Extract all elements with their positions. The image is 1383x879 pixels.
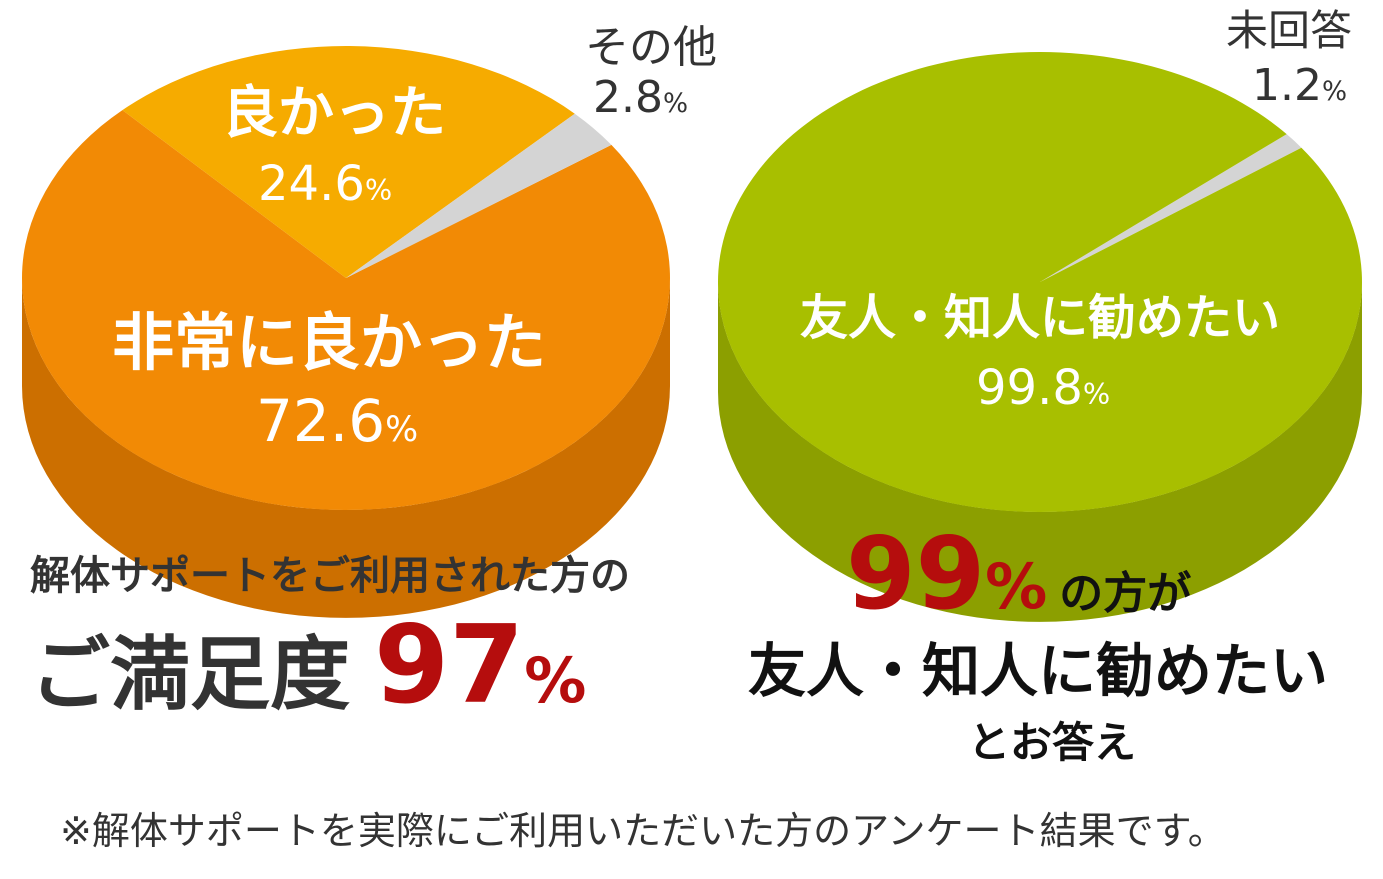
satisfaction-caption-value: 97 — [374, 603, 525, 728]
slice-label-very-good: 非常に良かった — [112, 306, 547, 379]
recommend-caption-value: 99 — [846, 515, 986, 632]
slice-value-very-good-unit: % — [385, 410, 419, 450]
recommend-pie — [717, 52, 1362, 622]
satisfaction-pie — [22, 46, 671, 618]
slice-value-no-answer: 1.2% — [1252, 64, 1347, 108]
recommend-caption-top: 99% の方が — [846, 524, 1191, 624]
pie-slice — [122, 46, 575, 279]
pie-slice — [717, 52, 1362, 512]
slice-value-other-number: 2.8 — [593, 72, 663, 123]
slice-value-other: 2.8% — [593, 76, 688, 120]
slice-value-recommend-number: 99.8 — [976, 360, 1083, 416]
pie-side — [718, 282, 1362, 622]
slice-label-recommend: 友人・知人に勧めたい — [800, 290, 1281, 346]
pie-slice — [22, 110, 671, 510]
pie-slice — [1040, 134, 1302, 282]
slice-value-no-answer-unit: % — [1321, 76, 1348, 107]
slice-value-good: 24.6% — [258, 160, 392, 208]
slice-label-good: 良かった — [222, 81, 446, 146]
recommend-caption-unit: % — [985, 550, 1048, 623]
satisfaction-caption-unit: % — [524, 644, 587, 717]
satisfaction-caption-top: 解体サポートをご利用された方の — [30, 553, 630, 599]
slice-value-very-good: 72.6% — [256, 392, 418, 450]
recommend-caption-after: の方が — [1059, 568, 1192, 619]
slice-value-very-good-number: 72.6 — [256, 387, 386, 455]
slice-value-no-answer-number: 1.2 — [1252, 60, 1322, 111]
slice-label-other: その他 — [585, 22, 717, 73]
recommend-caption-end: とお答え — [968, 718, 1137, 767]
recommend-caption-main: 友人・知人に勧めたい — [748, 637, 1329, 705]
slice-value-other-unit: % — [662, 88, 689, 119]
footnote: ※解体サポートを実際にご利用いただいた方のアンケート結果です。 — [60, 809, 1226, 853]
pie-slice — [346, 113, 612, 279]
slice-value-recommend-unit: % — [1082, 377, 1111, 411]
slice-value-good-unit: % — [364, 173, 393, 207]
slice-value-recommend: 99.8% — [976, 364, 1110, 412]
satisfaction-caption-label: ご満足度 — [30, 628, 350, 721]
slice-label-no-answer: 未回答 — [1226, 6, 1353, 55]
pie-side — [22, 278, 670, 618]
satisfaction-caption-main: ご満足度 97% — [30, 612, 586, 720]
slice-value-good-number: 24.6 — [258, 156, 365, 212]
